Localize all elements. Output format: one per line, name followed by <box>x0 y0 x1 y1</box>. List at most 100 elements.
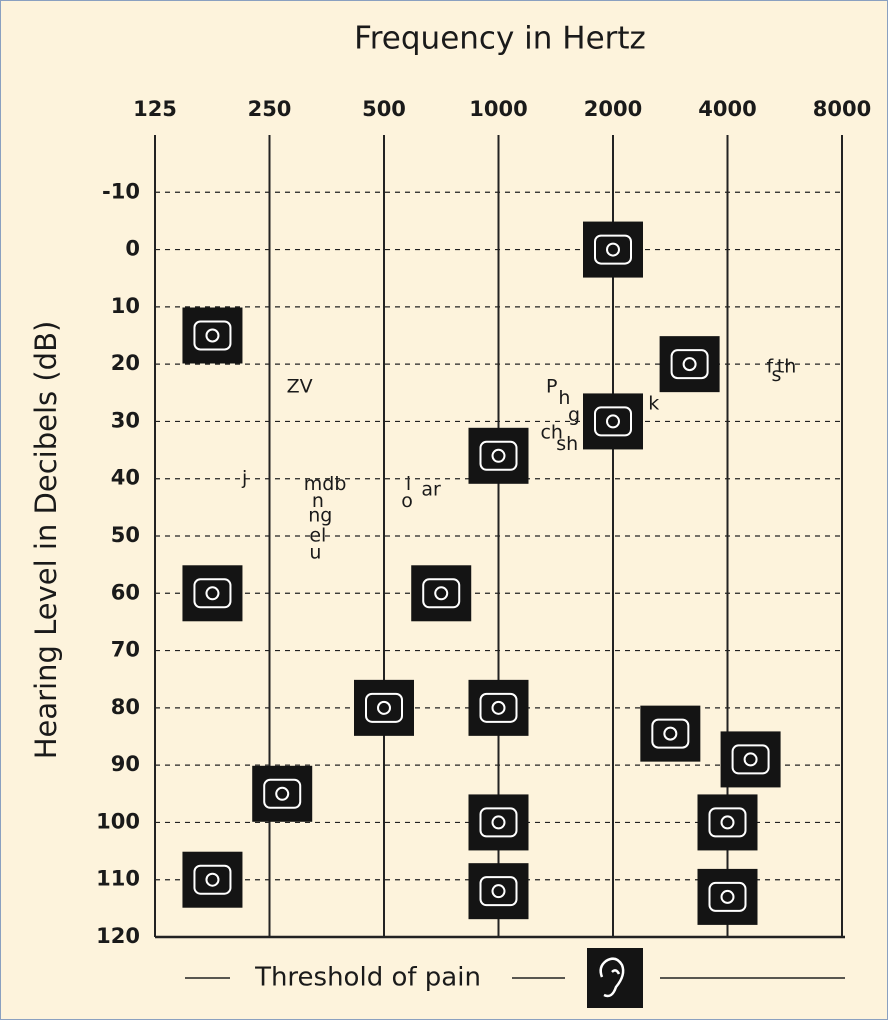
icon-glyph <box>663 726 678 741</box>
y-tick-label: 70 <box>111 638 140 662</box>
threshold-row: Threshold of pain <box>185 948 845 1008</box>
icon <box>182 565 243 622</box>
icon <box>697 868 758 925</box>
icon-glyph <box>193 320 232 351</box>
phoneme-label: sh <box>556 433 578 455</box>
icon <box>468 863 529 920</box>
icon-glyph <box>594 406 632 437</box>
phoneme-label: u <box>309 542 321 564</box>
icon <box>468 794 529 851</box>
sound-icon <box>659 336 720 393</box>
icon <box>697 794 758 851</box>
icon-glyph <box>479 807 518 838</box>
phoneme-label: th <box>777 356 797 378</box>
phoneme-label: j <box>241 467 247 489</box>
icon <box>468 679 529 736</box>
chart-title: Frequency in Hertz <box>354 21 646 57</box>
icon <box>468 427 529 484</box>
phoneme-label: n <box>312 490 324 512</box>
sound-icon <box>468 679 529 736</box>
icon-glyph <box>479 692 518 723</box>
x-tick-label: 250 <box>248 97 292 121</box>
icon-glyph <box>491 815 506 830</box>
y-tick-label: 60 <box>111 580 140 604</box>
sound-icon <box>182 851 243 908</box>
phoneme-label: P <box>546 376 557 398</box>
sound-icon <box>640 705 701 762</box>
icon-glyph <box>377 700 391 715</box>
y-tick-label: 80 <box>111 695 140 719</box>
y-tick-label: 0 <box>125 237 140 261</box>
icon-glyph <box>491 700 506 715</box>
icon <box>182 307 243 364</box>
sound-icon <box>583 221 643 278</box>
phoneme-label: g <box>568 404 580 426</box>
icon <box>583 221 643 278</box>
icon-glyph <box>275 786 290 801</box>
icon-glyph <box>263 778 302 809</box>
icon-glyph <box>682 357 697 372</box>
y-tick-label: 110 <box>96 867 140 891</box>
x-tick-label: 8000 <box>813 97 871 121</box>
y-tick-label: -10 <box>102 179 140 203</box>
icon-glyph <box>720 889 735 904</box>
phoneme-label: h <box>558 387 570 409</box>
icon-glyph <box>731 744 770 775</box>
icon-glyph <box>670 349 709 380</box>
ear-glyph <box>599 957 625 998</box>
phoneme-label: ZV <box>287 376 313 398</box>
phoneme-label: el <box>309 525 326 547</box>
sound-icon <box>697 794 758 851</box>
sound-icon <box>182 565 243 622</box>
y-tick-label: 10 <box>111 294 140 318</box>
icon <box>583 393 643 450</box>
sound-icon <box>697 868 758 925</box>
icon <box>640 705 701 762</box>
y-tick-label: 40 <box>111 466 140 490</box>
icon-glyph <box>479 440 518 471</box>
icon-glyph <box>606 414 620 429</box>
sound-icon <box>468 794 529 851</box>
phoneme-label: f <box>767 356 775 378</box>
icon-glyph <box>434 586 449 601</box>
icon <box>720 731 781 788</box>
x-tick-label: 1000 <box>469 97 527 121</box>
icon-glyph <box>651 718 690 749</box>
icon-glyph <box>365 692 403 723</box>
icon <box>252 765 313 822</box>
icon <box>411 565 472 622</box>
phoneme-label: o <box>401 490 413 512</box>
icon-glyph <box>491 448 506 463</box>
icon-glyph <box>205 872 220 887</box>
icon-glyph <box>491 884 506 899</box>
icon-glyph <box>422 578 461 609</box>
y-tick-label: 100 <box>96 809 140 833</box>
x-tick-label: 4000 <box>698 97 756 121</box>
icon <box>182 851 243 908</box>
sound-icon <box>411 565 472 622</box>
x-tick-label: 500 <box>362 97 406 121</box>
x-tick-label: 2000 <box>584 97 642 121</box>
y-tick-label: 20 <box>111 351 140 375</box>
icon-glyph <box>193 578 232 609</box>
phoneme-label: mdb <box>304 473 347 495</box>
sound-icon <box>468 863 529 920</box>
sound-icon <box>354 679 414 736</box>
annotation: Threshold of pain <box>254 963 481 993</box>
sound-icon <box>720 731 781 788</box>
icon-glyph <box>479 876 518 907</box>
y-tick-label: 90 <box>111 752 140 776</box>
sound-icon <box>182 307 243 364</box>
icon-glyph <box>606 242 620 257</box>
phoneme-label: ch <box>540 421 563 443</box>
phoneme-label: s <box>772 364 782 386</box>
icon-glyph <box>708 881 747 912</box>
ear-icon <box>587 948 643 1008</box>
y-axis-label: Hearing Level in Decibels (dB) <box>29 321 63 760</box>
phoneme-label: i <box>406 473 411 495</box>
sound-icon <box>583 393 643 450</box>
sound-icon <box>252 765 313 822</box>
icon-glyph <box>205 328 220 343</box>
icon-glyph <box>708 807 747 838</box>
